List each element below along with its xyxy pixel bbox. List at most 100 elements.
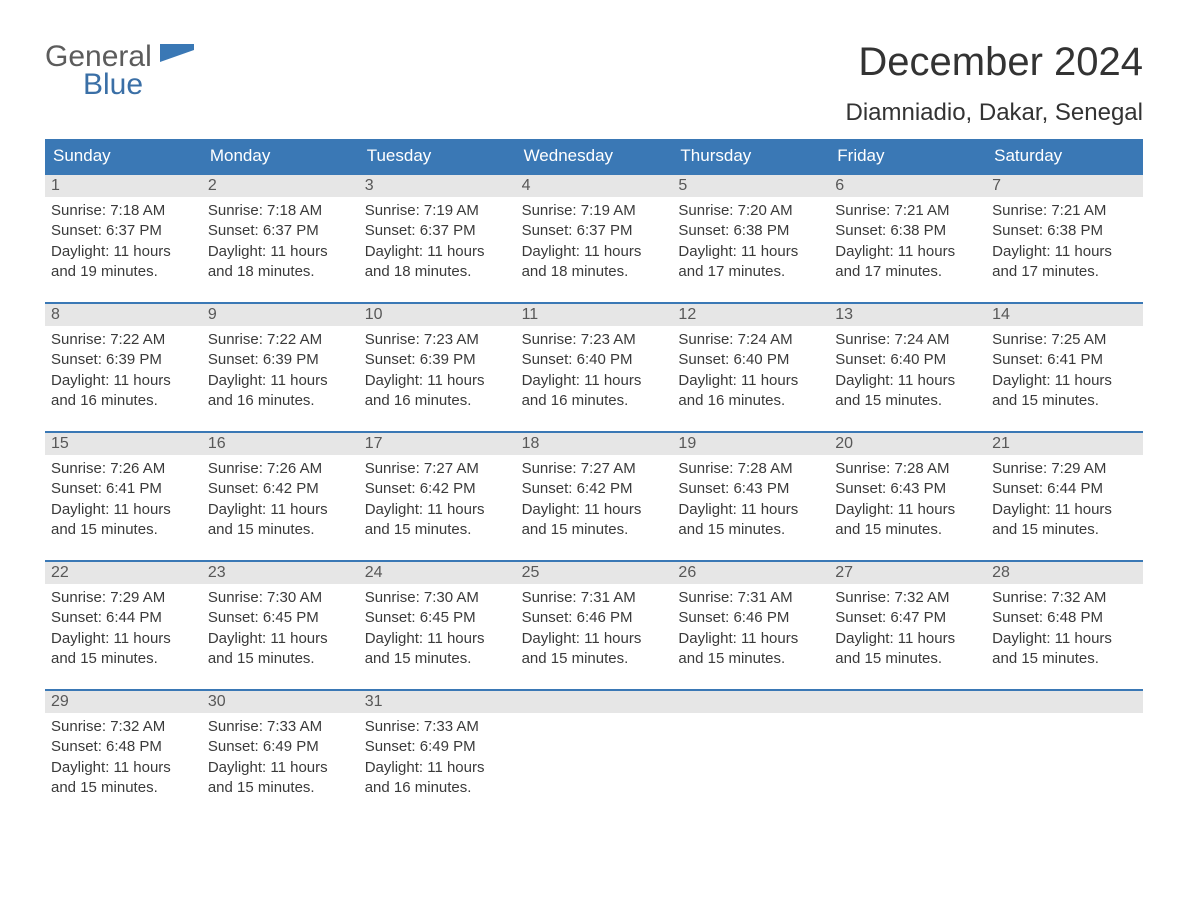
day-cell [672,713,829,818]
sunset-text: Sunset: 6:45 PM [208,608,353,628]
day-number [986,691,1143,713]
daylight-text-1: Daylight: 11 hours [51,242,196,262]
daylight-text-2: and 17 minutes. [678,262,823,282]
day-number: 6 [829,175,986,197]
daylight-text-2: and 15 minutes. [835,649,980,669]
daylight-text-2: and 16 minutes. [678,391,823,411]
daylight-text-1: Daylight: 11 hours [365,371,510,391]
weekday-sun: Sunday [45,139,202,173]
daylight-text-2: and 15 minutes. [992,391,1137,411]
day-cell: Sunrise: 7:18 AMSunset: 6:37 PMDaylight:… [45,197,202,302]
day-cell: Sunrise: 7:18 AMSunset: 6:37 PMDaylight:… [202,197,359,302]
daylight-text-1: Daylight: 11 hours [365,629,510,649]
daylight-text-2: and 18 minutes. [522,262,667,282]
daylight-text-2: and 15 minutes. [51,649,196,669]
sunrise-text: Sunrise: 7:28 AM [835,459,980,479]
sunset-text: Sunset: 6:49 PM [208,737,353,757]
sunset-text: Sunset: 6:40 PM [522,350,667,370]
daylight-text-1: Daylight: 11 hours [51,500,196,520]
daylight-text-1: Daylight: 11 hours [365,242,510,262]
day-number: 27 [829,562,986,584]
daylight-text-2: and 15 minutes. [365,520,510,540]
day-number: 28 [986,562,1143,584]
sunrise-text: Sunrise: 7:32 AM [992,588,1137,608]
sunset-text: Sunset: 6:41 PM [992,350,1137,370]
sunrise-text: Sunrise: 7:23 AM [522,330,667,350]
weekday-sat: Saturday [986,139,1143,173]
day-number: 1 [45,175,202,197]
daylight-text-2: and 16 minutes. [51,391,196,411]
day-number [829,691,986,713]
daylight-text-1: Daylight: 11 hours [522,629,667,649]
sunset-text: Sunset: 6:42 PM [365,479,510,499]
sunrise-text: Sunrise: 7:22 AM [208,330,353,350]
sunrise-text: Sunrise: 7:33 AM [365,717,510,737]
daylight-text-2: and 15 minutes. [208,778,353,798]
day-number: 25 [516,562,673,584]
day-number: 5 [672,175,829,197]
sunrise-text: Sunrise: 7:20 AM [678,201,823,221]
daynum-strip: 891011121314 [45,304,1143,326]
day-number: 31 [359,691,516,713]
day-number: 12 [672,304,829,326]
sunset-text: Sunset: 6:38 PM [835,221,980,241]
sunset-text: Sunset: 6:37 PM [208,221,353,241]
day-cell: Sunrise: 7:23 AMSunset: 6:39 PMDaylight:… [359,326,516,431]
calendar: Sunday Monday Tuesday Wednesday Thursday… [45,139,1143,818]
daylight-text-2: and 15 minutes. [678,649,823,669]
daylight-text-1: Daylight: 11 hours [835,242,980,262]
sunrise-text: Sunrise: 7:29 AM [51,588,196,608]
day-cell: Sunrise: 7:28 AMSunset: 6:43 PMDaylight:… [672,455,829,560]
title-block: December 2024 Diamniadio, Dakar, Senegal [845,40,1143,127]
sunset-text: Sunset: 6:43 PM [835,479,980,499]
day-cell [516,713,673,818]
day-cell: Sunrise: 7:27 AMSunset: 6:42 PMDaylight:… [516,455,673,560]
sunrise-text: Sunrise: 7:24 AM [678,330,823,350]
day-number: 29 [45,691,202,713]
sunrise-text: Sunrise: 7:19 AM [522,201,667,221]
sunset-text: Sunset: 6:40 PM [678,350,823,370]
daylight-text-1: Daylight: 11 hours [522,500,667,520]
day-cell: Sunrise: 7:22 AMSunset: 6:39 PMDaylight:… [45,326,202,431]
daynum-strip: 1234567 [45,175,1143,197]
day-cell: Sunrise: 7:19 AMSunset: 6:37 PMDaylight:… [516,197,673,302]
day-cell: Sunrise: 7:21 AMSunset: 6:38 PMDaylight:… [986,197,1143,302]
daylight-text-1: Daylight: 11 hours [678,371,823,391]
day-number: 14 [986,304,1143,326]
day-number: 21 [986,433,1143,455]
weekday-wed: Wednesday [516,139,673,173]
day-number: 20 [829,433,986,455]
daylight-text-1: Daylight: 11 hours [522,242,667,262]
daylight-text-1: Daylight: 11 hours [992,500,1137,520]
day-number: 18 [516,433,673,455]
daylight-text-2: and 17 minutes. [835,262,980,282]
day-number: 8 [45,304,202,326]
daylight-text-2: and 15 minutes. [522,520,667,540]
day-number: 15 [45,433,202,455]
sunset-text: Sunset: 6:45 PM [365,608,510,628]
daylight-text-2: and 16 minutes. [365,778,510,798]
day-cell: Sunrise: 7:30 AMSunset: 6:45 PMDaylight:… [202,584,359,689]
daylight-text-2: and 15 minutes. [51,778,196,798]
daylight-text-1: Daylight: 11 hours [678,242,823,262]
daylight-text-1: Daylight: 11 hours [208,242,353,262]
sunset-text: Sunset: 6:39 PM [51,350,196,370]
day-number: 3 [359,175,516,197]
sunrise-text: Sunrise: 7:26 AM [51,459,196,479]
sunset-text: Sunset: 6:41 PM [51,479,196,499]
day-cell: Sunrise: 7:22 AMSunset: 6:39 PMDaylight:… [202,326,359,431]
logo-flag-icon [160,53,194,70]
daylight-text-2: and 15 minutes. [992,520,1137,540]
sunset-text: Sunset: 6:42 PM [208,479,353,499]
daylight-text-2: and 15 minutes. [365,649,510,669]
daylight-text-1: Daylight: 11 hours [51,629,196,649]
sunset-text: Sunset: 6:47 PM [835,608,980,628]
daylight-text-2: and 18 minutes. [208,262,353,282]
day-cell: Sunrise: 7:26 AMSunset: 6:42 PMDaylight:… [202,455,359,560]
daylight-text-2: and 16 minutes. [208,391,353,411]
daylight-text-1: Daylight: 11 hours [208,500,353,520]
day-number: 10 [359,304,516,326]
day-cell: Sunrise: 7:33 AMSunset: 6:49 PMDaylight:… [202,713,359,818]
header: General Blue December 2024 Diamniadio, D… [45,40,1143,127]
week-row: 15161718192021Sunrise: 7:26 AMSunset: 6:… [45,431,1143,560]
